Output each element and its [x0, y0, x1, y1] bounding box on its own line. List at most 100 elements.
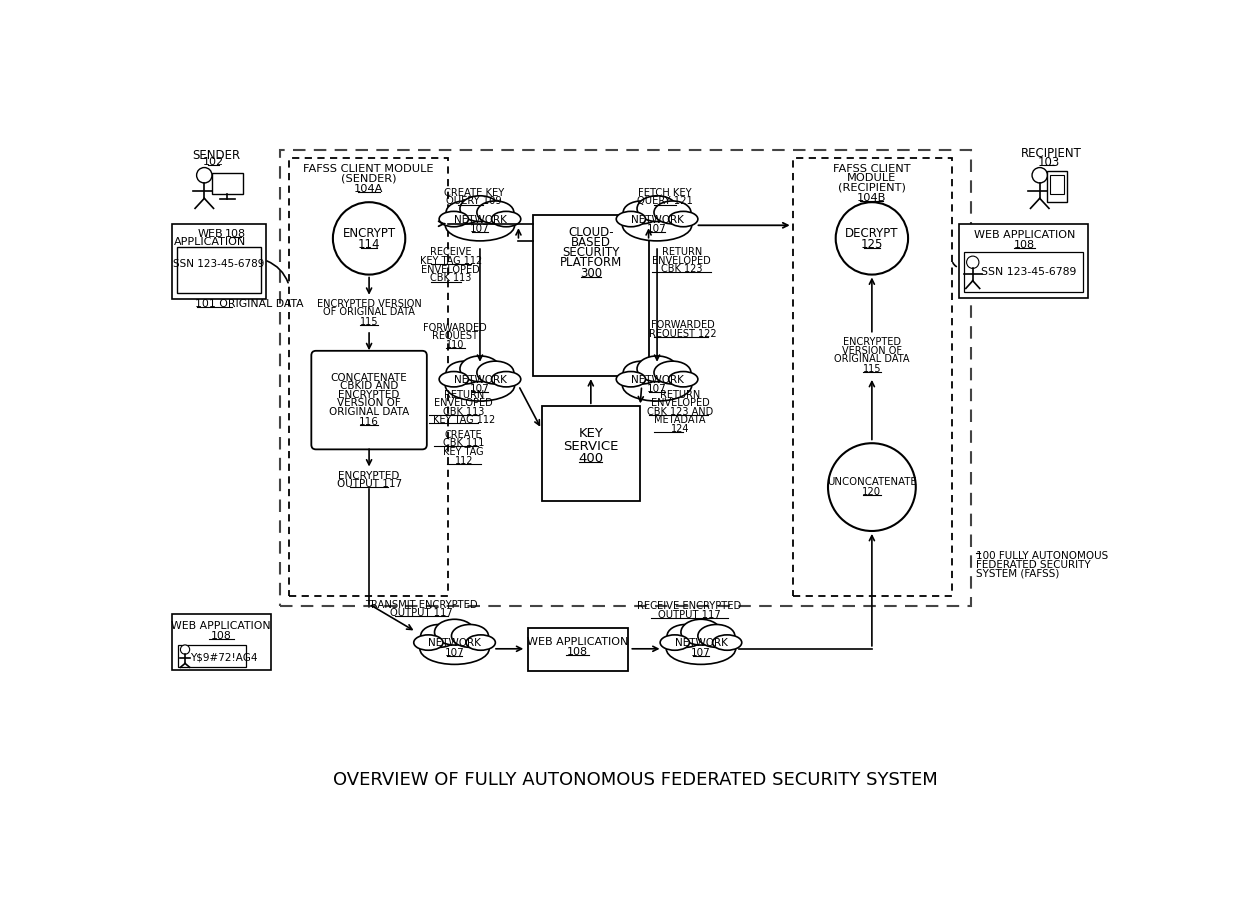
Text: CBK 123 AND: CBK 123 AND — [647, 406, 713, 416]
Text: ENCRYPTED: ENCRYPTED — [339, 390, 399, 400]
Circle shape — [332, 202, 405, 274]
Text: CONCATENATE: CONCATENATE — [331, 372, 408, 382]
Text: 400: 400 — [578, 452, 604, 465]
Text: 115: 115 — [863, 364, 882, 374]
Bar — [533, 214, 649, 376]
Text: 107: 107 — [470, 224, 490, 234]
Text: 104A: 104A — [353, 184, 383, 194]
Text: Y$9#72!AG4: Y$9#72!AG4 — [190, 652, 257, 662]
Bar — [212, 173, 243, 195]
Bar — [963, 253, 1083, 292]
Text: VERSION OF: VERSION OF — [842, 346, 901, 356]
Ellipse shape — [420, 633, 490, 664]
Ellipse shape — [624, 201, 660, 224]
Text: 108: 108 — [1014, 240, 1035, 250]
Text: KEY TAG 112: KEY TAG 112 — [419, 255, 482, 265]
Bar — [280, 150, 971, 606]
Text: NETWORK: NETWORK — [454, 215, 506, 225]
Ellipse shape — [653, 361, 691, 384]
Text: 108: 108 — [567, 647, 588, 657]
Ellipse shape — [681, 619, 720, 645]
Ellipse shape — [668, 211, 698, 227]
Ellipse shape — [616, 371, 646, 387]
Ellipse shape — [466, 635, 495, 651]
Circle shape — [1032, 167, 1048, 183]
Text: ENVELOPED: ENVELOPED — [652, 255, 711, 265]
Ellipse shape — [667, 624, 704, 647]
Text: APPLICATION: APPLICATION — [175, 237, 247, 247]
Text: CBK 111: CBK 111 — [443, 438, 485, 448]
Text: KEY TAG 112: KEY TAG 112 — [433, 415, 495, 425]
Text: ENVELOPED: ENVELOPED — [422, 265, 480, 275]
Text: ENVELOPED: ENVELOPED — [434, 398, 494, 408]
Ellipse shape — [698, 624, 735, 647]
Text: ENVELOPED: ENVELOPED — [651, 398, 709, 408]
Text: FETCH KEY: FETCH KEY — [637, 188, 692, 198]
Text: DECRYPT: DECRYPT — [846, 227, 899, 241]
Text: MODULE: MODULE — [847, 173, 897, 183]
Text: METADATA: METADATA — [655, 415, 706, 425]
Text: FAFSS CLIENT MODULE: FAFSS CLIENT MODULE — [303, 164, 434, 174]
Ellipse shape — [451, 624, 489, 647]
Text: FORWARDED: FORWARDED — [651, 320, 715, 330]
Text: FAFSS CLIENT: FAFSS CLIENT — [833, 164, 910, 174]
Text: TRANSMIT ENCRYPTED: TRANSMIT ENCRYPTED — [365, 600, 477, 610]
Ellipse shape — [668, 371, 698, 387]
Text: UNCONCATENATE: UNCONCATENATE — [827, 477, 916, 487]
Ellipse shape — [460, 356, 500, 382]
Text: OUTPUT 117: OUTPUT 117 — [336, 479, 402, 489]
Text: 114: 114 — [358, 238, 381, 251]
Ellipse shape — [491, 371, 521, 387]
Ellipse shape — [414, 635, 443, 651]
Text: CBK 113: CBK 113 — [430, 274, 471, 284]
Text: WEB APPLICATION: WEB APPLICATION — [171, 621, 272, 631]
Ellipse shape — [653, 201, 691, 224]
Text: 125: 125 — [861, 238, 883, 251]
Text: 108: 108 — [224, 229, 246, 239]
Ellipse shape — [460, 196, 500, 221]
Text: ENCRYPTED: ENCRYPTED — [339, 470, 399, 480]
Bar — [176, 247, 262, 293]
Text: BASED: BASED — [570, 236, 611, 249]
Text: (RECIPIENT): (RECIPIENT) — [838, 183, 906, 192]
Text: NETWORK: NETWORK — [631, 375, 683, 385]
Text: SENDER: SENDER — [192, 149, 239, 163]
Bar — [1048, 171, 1066, 202]
Text: 107: 107 — [470, 384, 490, 394]
Text: 102: 102 — [203, 157, 224, 167]
Text: SECURITY: SECURITY — [562, 246, 620, 259]
Text: 108: 108 — [211, 630, 232, 640]
Ellipse shape — [477, 361, 513, 384]
Text: RECEIVE: RECEIVE — [430, 247, 471, 257]
Text: NETWORK: NETWORK — [428, 639, 481, 649]
Text: 107: 107 — [647, 384, 667, 394]
Circle shape — [836, 202, 908, 274]
Text: 115: 115 — [360, 318, 378, 328]
Circle shape — [967, 256, 978, 268]
Ellipse shape — [439, 211, 469, 227]
Text: VERSION OF: VERSION OF — [337, 398, 401, 408]
Text: NETWORK: NETWORK — [675, 639, 728, 649]
Text: 101 ORIGINAL DATA: 101 ORIGINAL DATA — [195, 299, 304, 309]
Text: NETWORK: NETWORK — [631, 215, 683, 225]
Bar — [289, 157, 449, 597]
Ellipse shape — [434, 619, 475, 645]
Ellipse shape — [446, 361, 484, 384]
Text: 116: 116 — [360, 416, 379, 426]
Text: RECIPIENT: RECIPIENT — [1021, 147, 1081, 160]
Text: RECEIVE ENCRYPTED: RECEIVE ENCRYPTED — [637, 601, 742, 611]
Text: ENCRYPTED VERSION: ENCRYPTED VERSION — [316, 299, 422, 309]
Text: (SENDER): (SENDER) — [341, 173, 396, 183]
Text: ORIGINAL DATA: ORIGINAL DATA — [329, 406, 409, 416]
FancyBboxPatch shape — [311, 350, 427, 449]
Text: REQUEST: REQUEST — [433, 331, 479, 341]
Ellipse shape — [420, 624, 458, 647]
Text: CLOUD-: CLOUD- — [568, 226, 614, 239]
Text: 112: 112 — [455, 456, 472, 466]
Text: ORIGINAL DATA: ORIGINAL DATA — [835, 354, 910, 364]
Text: 104B: 104B — [857, 193, 887, 203]
Ellipse shape — [624, 361, 660, 384]
Text: 107: 107 — [647, 224, 667, 234]
Text: 300: 300 — [580, 267, 601, 280]
Bar — [959, 224, 1089, 298]
